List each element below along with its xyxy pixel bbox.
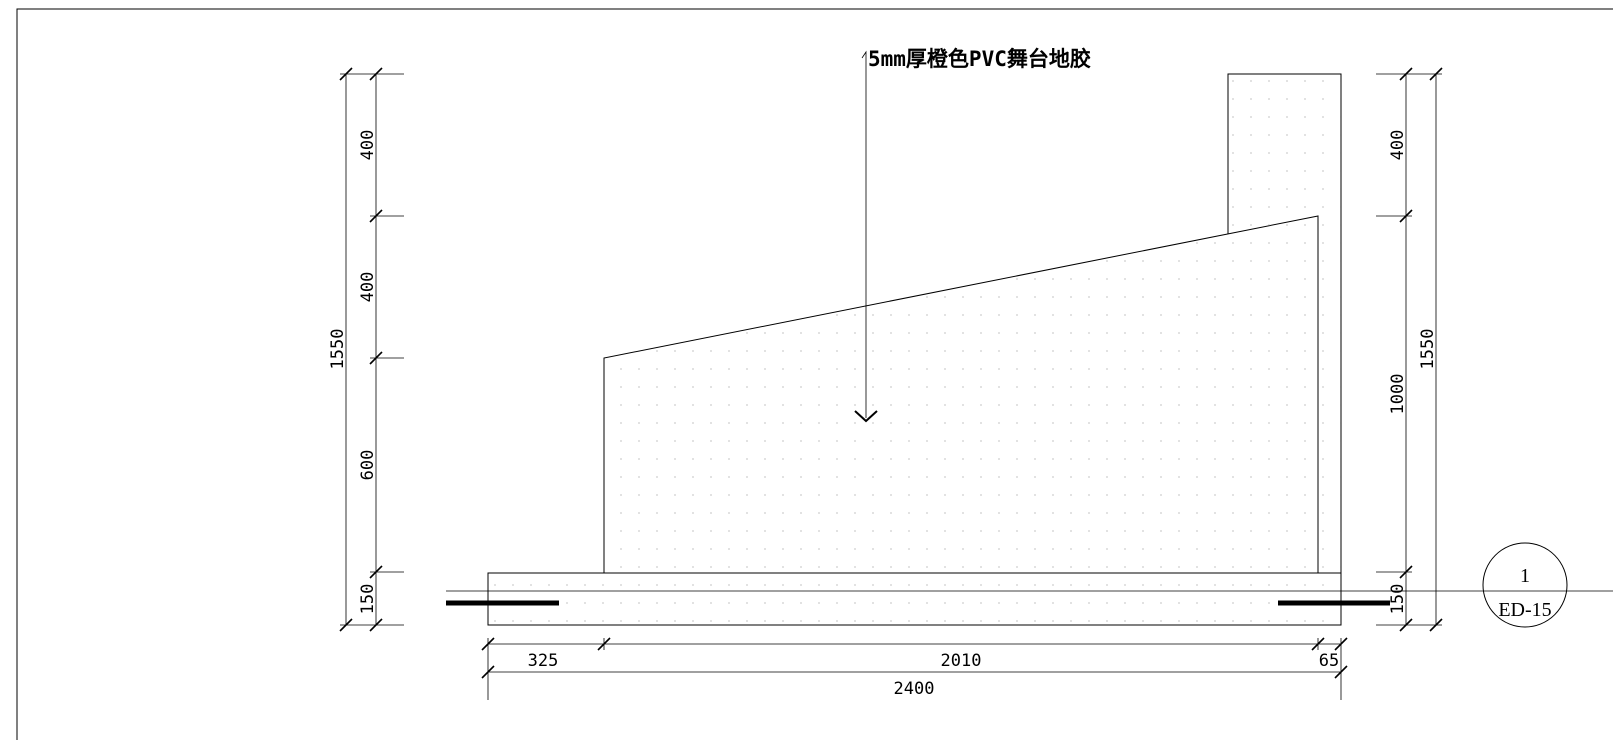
left-dim-400-top: 400 xyxy=(358,130,378,161)
left-dim-total: 1550 xyxy=(328,329,348,370)
drawing-frame xyxy=(16,8,1613,740)
section-marker: 1 ED-15 xyxy=(1482,542,1568,628)
material-callout: 5mm厚橙色PVC舞台地胶 xyxy=(854,47,1091,423)
left-dimension-chain: 400 400 600 150 1550 xyxy=(328,67,404,632)
bottom-dim-65: 65 xyxy=(1319,651,1339,671)
bottom-dim-total: 2400 xyxy=(894,679,935,699)
bottom-dimension-chain: 325 2010 65 2400 xyxy=(481,637,1348,700)
right-dim-150: 150 xyxy=(1388,584,1408,615)
section-sheet: ED-15 xyxy=(1498,599,1551,621)
material-note: 5mm厚橙色PVC舞台地胶 xyxy=(868,47,1091,71)
left-dim-600: 600 xyxy=(358,450,378,481)
stage-base xyxy=(487,572,1342,626)
right-dim-total: 1550 xyxy=(1418,329,1438,370)
stage-slope-body xyxy=(603,215,1319,573)
section-number: 1 xyxy=(1520,565,1530,587)
bottom-dim-325: 325 xyxy=(528,651,559,671)
right-dim-400: 400 xyxy=(1388,130,1408,161)
bottom-dim-2010: 2010 xyxy=(941,651,982,671)
left-dim-150: 150 xyxy=(358,584,378,615)
rear-panel xyxy=(1227,73,1342,573)
callout-arrow-icon xyxy=(854,410,878,423)
left-dim-400-mid: 400 xyxy=(358,272,378,303)
right-dim-1000: 1000 xyxy=(1388,374,1408,415)
right-dimension-chain: 400 1000 150 1550 xyxy=(1376,67,1443,632)
